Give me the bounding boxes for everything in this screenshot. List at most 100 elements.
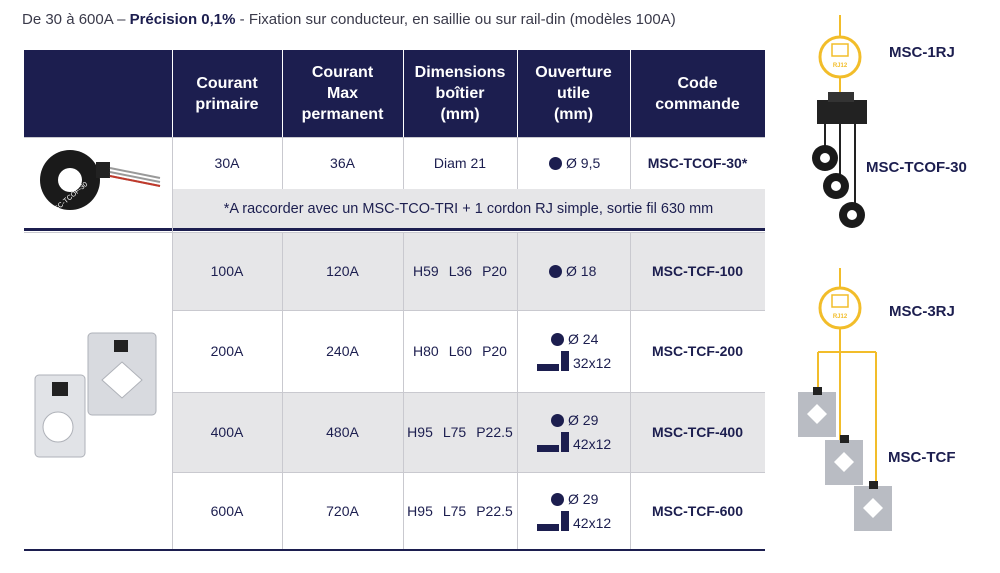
table: Courant primaire Courant Max permanent Dimens… xyxy=(24,50,765,551)
opening-cell: Ø 29 42x12 xyxy=(517,472,630,550)
rect-size: 42x12 xyxy=(573,515,612,531)
header-line: primaire xyxy=(195,95,259,113)
header-separator xyxy=(630,50,631,137)
order-code: MSC-TCF-100 xyxy=(651,263,743,279)
current: 30A xyxy=(214,155,240,171)
row-bg xyxy=(172,472,765,550)
dimension: L60 xyxy=(448,343,473,359)
note-bg xyxy=(172,189,765,228)
column-separator xyxy=(517,472,518,550)
note: *A raccorder avec un MSC-TCO-TRI + 1 cor… xyxy=(223,200,714,217)
rect-size: 32x12 xyxy=(573,355,612,371)
header-line: commande xyxy=(655,95,740,113)
row-bg xyxy=(172,232,765,310)
dimension: H95 xyxy=(407,503,433,519)
rect-icon xyxy=(537,432,571,452)
ring-box xyxy=(96,162,110,178)
dimensions-cell: H80 L60 P20 xyxy=(403,310,517,392)
row-border xyxy=(172,310,765,311)
group-divider xyxy=(24,228,765,231)
column-separator xyxy=(630,392,631,472)
current-cell: 200A xyxy=(172,310,282,392)
diameter: Ø 29 xyxy=(568,491,599,507)
column-separator xyxy=(282,232,283,310)
max-cell: 240A xyxy=(282,310,403,392)
round-icon xyxy=(549,264,562,278)
row-border xyxy=(24,137,765,138)
column-separator xyxy=(630,232,631,310)
dimension: P22.5 xyxy=(476,424,513,440)
header-line: Ouverture xyxy=(535,64,612,81)
header-cell: Ouverture utile (mm) xyxy=(517,50,630,137)
header-line: Dimensions xyxy=(414,64,506,81)
header-line: Courant xyxy=(311,64,374,81)
column-separator xyxy=(403,472,404,550)
current: 100A xyxy=(210,263,244,279)
code-cell: MSC-TCOF-30* xyxy=(630,137,765,189)
dimensions-cell: Diam 21 xyxy=(403,137,517,189)
tcf-sensor xyxy=(854,481,892,531)
connector-icon xyxy=(818,35,862,79)
rect-post xyxy=(561,432,569,452)
rect-bar xyxy=(537,364,559,371)
intro-suffix: - Fixation sur conducteur, en saillie ou… xyxy=(235,11,676,28)
column-separator xyxy=(630,137,631,189)
rect-post xyxy=(561,351,569,371)
round-icon xyxy=(551,492,564,506)
max-cell: 36A xyxy=(282,137,403,189)
current: 200A xyxy=(210,343,244,359)
connector-port xyxy=(831,294,849,308)
connector-icon xyxy=(818,286,862,330)
column-separator xyxy=(282,392,283,472)
intro: De 30 à 600A – Précision 0,1% - Fixation… xyxy=(22,11,676,28)
opening-rect: 32x12 xyxy=(537,351,611,371)
current-cell: 100A xyxy=(172,232,282,310)
order-code: MSC-TCF-400 xyxy=(651,424,743,440)
column-separator xyxy=(403,137,404,189)
opening-cell: Ø 9,5 xyxy=(517,137,630,189)
column-separator xyxy=(282,137,283,189)
sensor-hole xyxy=(831,181,841,191)
row-border xyxy=(172,472,765,473)
column-separator xyxy=(403,310,404,392)
header-cell: Courant Max permanent xyxy=(282,50,403,137)
tcf-small xyxy=(34,374,86,458)
diameter: Ø 9,5 xyxy=(566,155,601,171)
code-cell: MSC-TCF-400 xyxy=(630,392,765,472)
connector-label: RJ12 xyxy=(833,63,848,69)
module-label: MSC-1RJ xyxy=(889,44,955,61)
sensor-hole xyxy=(847,210,857,220)
dimension: H95 xyxy=(407,424,433,440)
column-separator xyxy=(403,232,404,310)
header-separator xyxy=(172,50,173,137)
rect-bar xyxy=(537,524,559,531)
max-cell: 720A xyxy=(282,472,403,550)
round-icon xyxy=(551,413,564,427)
code-cell: MSC-TCF-600 xyxy=(630,472,765,550)
connector-port xyxy=(831,43,849,57)
order-code: MSC-TCF-600 xyxy=(651,503,743,519)
rect-size: 42x12 xyxy=(573,436,612,452)
row-border xyxy=(24,232,765,233)
dimension: L75 xyxy=(442,424,467,440)
opening-cell: Ø 29 42x12 xyxy=(517,392,630,472)
header-line: boîtier xyxy=(435,85,485,102)
column-separator xyxy=(630,310,631,392)
dimension: P20 xyxy=(482,263,507,279)
rect-icon xyxy=(537,511,571,531)
opening-diameter: Ø 24 xyxy=(551,331,598,347)
sensor-label: MSC-TCOF-30 xyxy=(866,159,967,176)
dimension: L75 xyxy=(442,503,467,519)
image-separator xyxy=(172,137,173,549)
diameter: Ø 24 xyxy=(568,331,599,347)
row-bg xyxy=(172,310,765,392)
connection-diagram: RJ12 MSC-1RJ MSC-TCOF-30 RJ12 MSC-3RJ MS… xyxy=(798,15,967,531)
dimensions-cell: H95 L75 P22.5 xyxy=(403,392,517,472)
header-cell: Dimensions boîtier (mm) xyxy=(403,50,517,137)
max-current: 480A xyxy=(326,424,359,440)
max-current: 120A xyxy=(326,263,359,279)
tcf-large xyxy=(87,332,157,416)
connector-label: RJ12 xyxy=(833,314,848,320)
header-line: permanent xyxy=(301,106,384,123)
column-separator xyxy=(403,392,404,472)
